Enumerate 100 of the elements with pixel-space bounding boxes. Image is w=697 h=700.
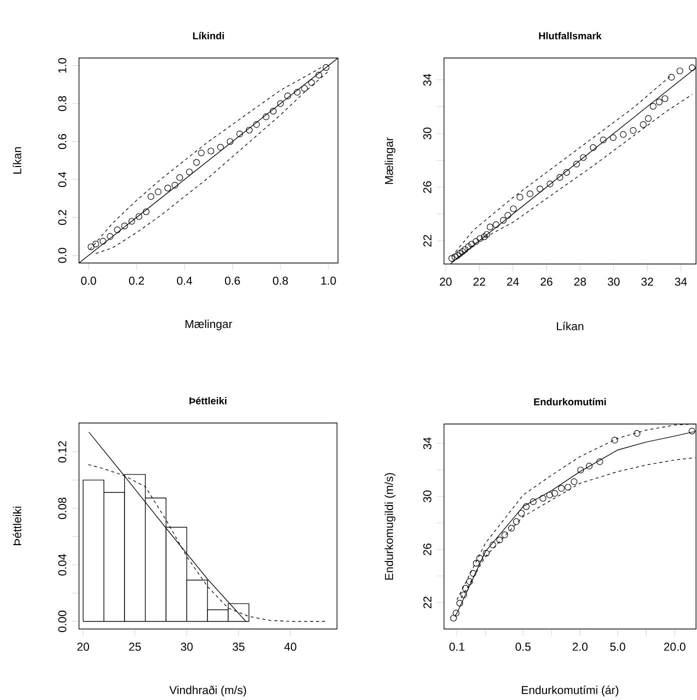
point (100, 238, 106, 244)
point (600, 136, 607, 144)
chart-title: Endurkomutími (534, 398, 606, 406)
y-tick-label: 0.6 (58, 134, 66, 150)
x-tick-label: 34 (674, 278, 687, 286)
point (590, 144, 596, 151)
point (253, 121, 260, 128)
point (516, 194, 524, 201)
x-tick-label: 30 (180, 642, 193, 651)
point (456, 250, 464, 257)
x-tick-label: 20 (77, 642, 90, 651)
x-axis-title: Mælingar (186, 320, 232, 330)
y-tick-label: 0.04 (58, 554, 66, 576)
point (217, 144, 224, 151)
y-tick-label: 0.00 (58, 610, 66, 632)
point (172, 182, 178, 188)
point (656, 98, 663, 106)
x-tick-label: 5.0 (610, 642, 626, 651)
x-tick-label: 0.8 (272, 276, 288, 285)
point (452, 254, 458, 260)
x-tick-label: 26 (540, 278, 552, 286)
y-tick-label: 0.08 (58, 498, 66, 520)
y-tick-label: 30 (423, 490, 432, 502)
y-tick-label: 30 (423, 128, 432, 140)
x-tick-label: 2.0 (572, 642, 588, 651)
y-axis-title: Þéttleiki (12, 506, 22, 546)
point (284, 92, 291, 100)
point (662, 95, 668, 102)
point (246, 126, 253, 134)
point (316, 72, 322, 78)
point (536, 186, 544, 192)
y-tick-label: 0.12 (58, 441, 66, 463)
x-tick-label: 40 (284, 642, 296, 651)
x-tick-label: 32 (641, 278, 654, 286)
point (106, 233, 114, 240)
point (121, 222, 128, 230)
point (526, 190, 534, 198)
point (486, 224, 494, 230)
x-tick-label: 30 (608, 278, 620, 286)
point (556, 174, 564, 181)
point (610, 134, 616, 141)
point (676, 68, 684, 74)
point (492, 221, 500, 228)
point (142, 208, 150, 216)
point (483, 231, 490, 238)
point (226, 138, 234, 145)
point (262, 114, 270, 120)
x-axis-title: Vindhraði (m/s) (169, 686, 246, 696)
point (322, 64, 330, 71)
point (88, 244, 94, 250)
point (294, 88, 301, 96)
point (546, 180, 554, 188)
chart-title: Líkindi (193, 32, 224, 40)
y-tick-label: 26 (423, 544, 432, 556)
point (448, 255, 456, 262)
point (136, 213, 142, 220)
point (630, 127, 636, 134)
x-tick-label: 20 (440, 278, 452, 286)
point (580, 154, 587, 161)
point (468, 240, 476, 248)
x-tick-label: 0.2 (129, 276, 144, 285)
point (154, 188, 162, 196)
x-tick-label: 25 (129, 642, 141, 651)
y-tick-label: 0.2 (58, 210, 66, 225)
point (668, 74, 675, 80)
y-tick-label: 0.8 (58, 96, 66, 112)
x-tick-label: 0.1 (449, 642, 464, 651)
x-tick-label: 22 (473, 278, 486, 286)
x-tick-label: 1.0 (321, 276, 336, 285)
y-tick-label: 0.4 (58, 172, 66, 187)
point (462, 246, 468, 253)
y-tick-label: 22 (423, 596, 432, 608)
x-tick-label: 24 (507, 278, 519, 286)
point (301, 85, 308, 92)
point (504, 212, 512, 219)
point (454, 252, 461, 259)
chart-title: Þéttleiki (190, 396, 226, 404)
point (500, 216, 507, 224)
point (465, 243, 472, 250)
x-tick-label: 35 (232, 642, 244, 651)
point (563, 169, 570, 176)
point (459, 248, 466, 255)
x-tick-label: 20.0 (664, 642, 686, 651)
y-tick-label: 26 (423, 181, 432, 193)
y-tick-label: 34 (423, 437, 432, 450)
y-tick-label: 1.0 (58, 58, 66, 73)
point (270, 108, 277, 114)
y-tick-label: 22 (423, 235, 432, 247)
point (476, 235, 484, 242)
point (640, 121, 647, 128)
point (573, 160, 580, 168)
point (114, 226, 121, 234)
x-tick-label: 0.5 (516, 642, 531, 651)
x-tick-label: 0.6 (224, 276, 240, 285)
point (176, 174, 184, 181)
y-tick-label: 34 (423, 74, 432, 86)
x-axis-title: Endurkomutími (ár) (522, 686, 618, 696)
point (620, 131, 627, 138)
x-axis-title: Líkan (556, 322, 584, 330)
point (128, 218, 136, 225)
